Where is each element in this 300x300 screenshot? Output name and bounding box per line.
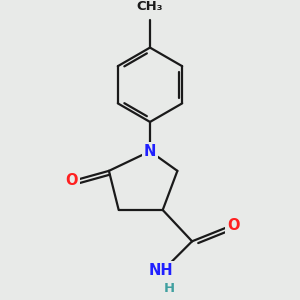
Text: H: H bbox=[164, 282, 175, 295]
Text: O: O bbox=[227, 218, 239, 233]
Text: NH: NH bbox=[148, 263, 173, 278]
Text: O: O bbox=[65, 173, 78, 188]
Text: CH₃: CH₃ bbox=[137, 0, 163, 13]
Text: N: N bbox=[144, 144, 156, 159]
